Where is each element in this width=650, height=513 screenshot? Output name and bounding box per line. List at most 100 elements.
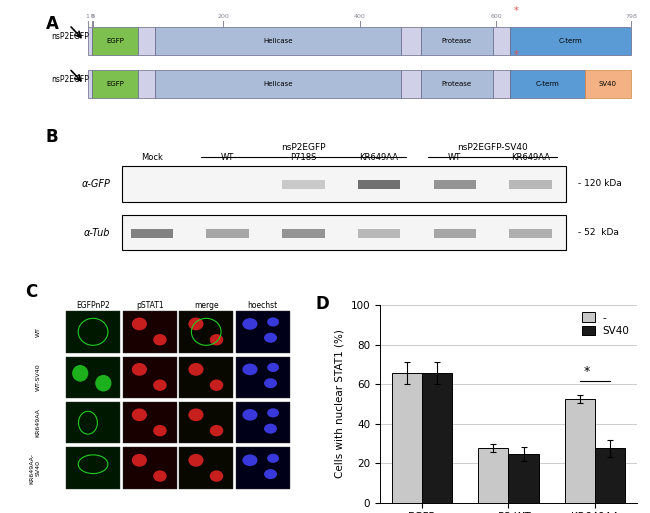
FancyBboxPatch shape bbox=[282, 229, 325, 238]
FancyBboxPatch shape bbox=[493, 70, 510, 98]
FancyBboxPatch shape bbox=[138, 27, 155, 54]
Ellipse shape bbox=[267, 408, 279, 418]
FancyBboxPatch shape bbox=[509, 229, 552, 238]
Text: WT: WT bbox=[221, 153, 234, 162]
Text: 9: 9 bbox=[91, 14, 95, 19]
FancyBboxPatch shape bbox=[421, 70, 493, 98]
Ellipse shape bbox=[188, 318, 203, 330]
FancyBboxPatch shape bbox=[155, 27, 400, 54]
Text: KR649AA-
SV40: KR649AA- SV40 bbox=[29, 452, 40, 484]
Ellipse shape bbox=[188, 408, 203, 421]
Text: A: A bbox=[46, 15, 58, 33]
FancyBboxPatch shape bbox=[236, 357, 290, 398]
Ellipse shape bbox=[153, 380, 166, 391]
FancyBboxPatch shape bbox=[66, 311, 120, 352]
Text: B: B bbox=[46, 128, 58, 146]
Ellipse shape bbox=[96, 375, 111, 391]
FancyBboxPatch shape bbox=[282, 180, 325, 189]
FancyBboxPatch shape bbox=[123, 447, 177, 489]
Y-axis label: Cells with nuclear STAT1 (%): Cells with nuclear STAT1 (%) bbox=[335, 329, 345, 479]
Ellipse shape bbox=[188, 363, 203, 376]
Ellipse shape bbox=[264, 424, 277, 433]
FancyBboxPatch shape bbox=[179, 311, 233, 352]
Ellipse shape bbox=[267, 453, 279, 463]
Ellipse shape bbox=[132, 454, 147, 467]
Text: α-GFP: α-GFP bbox=[82, 179, 111, 189]
FancyBboxPatch shape bbox=[510, 27, 631, 54]
Ellipse shape bbox=[132, 408, 147, 421]
FancyBboxPatch shape bbox=[434, 180, 476, 189]
FancyBboxPatch shape bbox=[123, 357, 177, 398]
Text: WT-SV40: WT-SV40 bbox=[35, 364, 40, 391]
Text: D: D bbox=[315, 295, 330, 313]
FancyBboxPatch shape bbox=[236, 402, 290, 443]
Text: EGFPnP2: EGFPnP2 bbox=[76, 301, 110, 310]
Text: 1: 1 bbox=[86, 14, 90, 19]
Text: - 120 kDa: - 120 kDa bbox=[578, 180, 621, 188]
Text: 798: 798 bbox=[625, 14, 637, 19]
Text: KR649AA: KR649AA bbox=[511, 153, 550, 162]
FancyBboxPatch shape bbox=[155, 70, 400, 98]
Ellipse shape bbox=[267, 363, 279, 372]
Text: EGFP: EGFP bbox=[106, 37, 124, 44]
FancyBboxPatch shape bbox=[358, 180, 400, 189]
Bar bbox=[595, 448, 625, 503]
FancyBboxPatch shape bbox=[66, 357, 120, 398]
Ellipse shape bbox=[264, 333, 277, 343]
Text: 600: 600 bbox=[490, 14, 502, 19]
FancyBboxPatch shape bbox=[92, 70, 138, 98]
Text: KR649AA: KR649AA bbox=[35, 408, 40, 437]
Text: nsP2EGFP: nsP2EGFP bbox=[281, 143, 326, 152]
Text: C-term: C-term bbox=[536, 81, 559, 87]
Bar bbox=[478, 448, 508, 503]
Text: WT: WT bbox=[448, 153, 461, 162]
Text: EGFP: EGFP bbox=[106, 81, 124, 87]
Text: C-term: C-term bbox=[558, 37, 582, 44]
FancyBboxPatch shape bbox=[122, 215, 566, 250]
FancyBboxPatch shape bbox=[236, 311, 290, 352]
FancyBboxPatch shape bbox=[66, 447, 120, 489]
Ellipse shape bbox=[267, 318, 279, 326]
Text: α-Tub: α-Tub bbox=[84, 227, 111, 238]
FancyBboxPatch shape bbox=[66, 402, 120, 443]
Ellipse shape bbox=[242, 455, 257, 466]
Text: *: * bbox=[583, 365, 590, 378]
Text: 200: 200 bbox=[217, 14, 229, 19]
FancyBboxPatch shape bbox=[179, 357, 233, 398]
FancyBboxPatch shape bbox=[400, 27, 421, 54]
FancyBboxPatch shape bbox=[123, 311, 177, 352]
Text: pSTAT1: pSTAT1 bbox=[136, 301, 163, 310]
FancyBboxPatch shape bbox=[493, 27, 510, 54]
Ellipse shape bbox=[132, 363, 147, 376]
Bar bbox=[508, 455, 539, 503]
FancyBboxPatch shape bbox=[123, 402, 177, 443]
FancyBboxPatch shape bbox=[509, 180, 552, 189]
Ellipse shape bbox=[242, 364, 257, 375]
Text: 8: 8 bbox=[90, 14, 94, 19]
Text: nsP2EGFP: nsP2EGFP bbox=[51, 32, 89, 41]
FancyBboxPatch shape bbox=[122, 166, 566, 202]
Text: Protease: Protease bbox=[442, 37, 472, 44]
FancyBboxPatch shape bbox=[400, 70, 421, 98]
Ellipse shape bbox=[210, 334, 223, 345]
Text: merge: merge bbox=[194, 301, 218, 310]
Bar bbox=[422, 373, 452, 503]
Ellipse shape bbox=[153, 470, 166, 482]
Legend: -, SV40: -, SV40 bbox=[580, 310, 632, 338]
Text: Protease: Protease bbox=[442, 81, 472, 87]
Text: Helicase: Helicase bbox=[263, 81, 292, 87]
FancyBboxPatch shape bbox=[138, 70, 155, 98]
FancyBboxPatch shape bbox=[358, 229, 400, 238]
Text: Mock: Mock bbox=[141, 153, 163, 162]
Ellipse shape bbox=[210, 470, 223, 482]
Ellipse shape bbox=[72, 365, 88, 382]
FancyBboxPatch shape bbox=[179, 447, 233, 489]
FancyBboxPatch shape bbox=[92, 27, 138, 54]
Text: WT: WT bbox=[35, 327, 40, 337]
Text: - 52  kDa: - 52 kDa bbox=[578, 228, 619, 237]
Text: Helicase: Helicase bbox=[263, 37, 292, 44]
Ellipse shape bbox=[264, 378, 277, 388]
Text: *: * bbox=[514, 50, 519, 60]
FancyBboxPatch shape bbox=[434, 229, 476, 238]
Ellipse shape bbox=[264, 469, 277, 479]
